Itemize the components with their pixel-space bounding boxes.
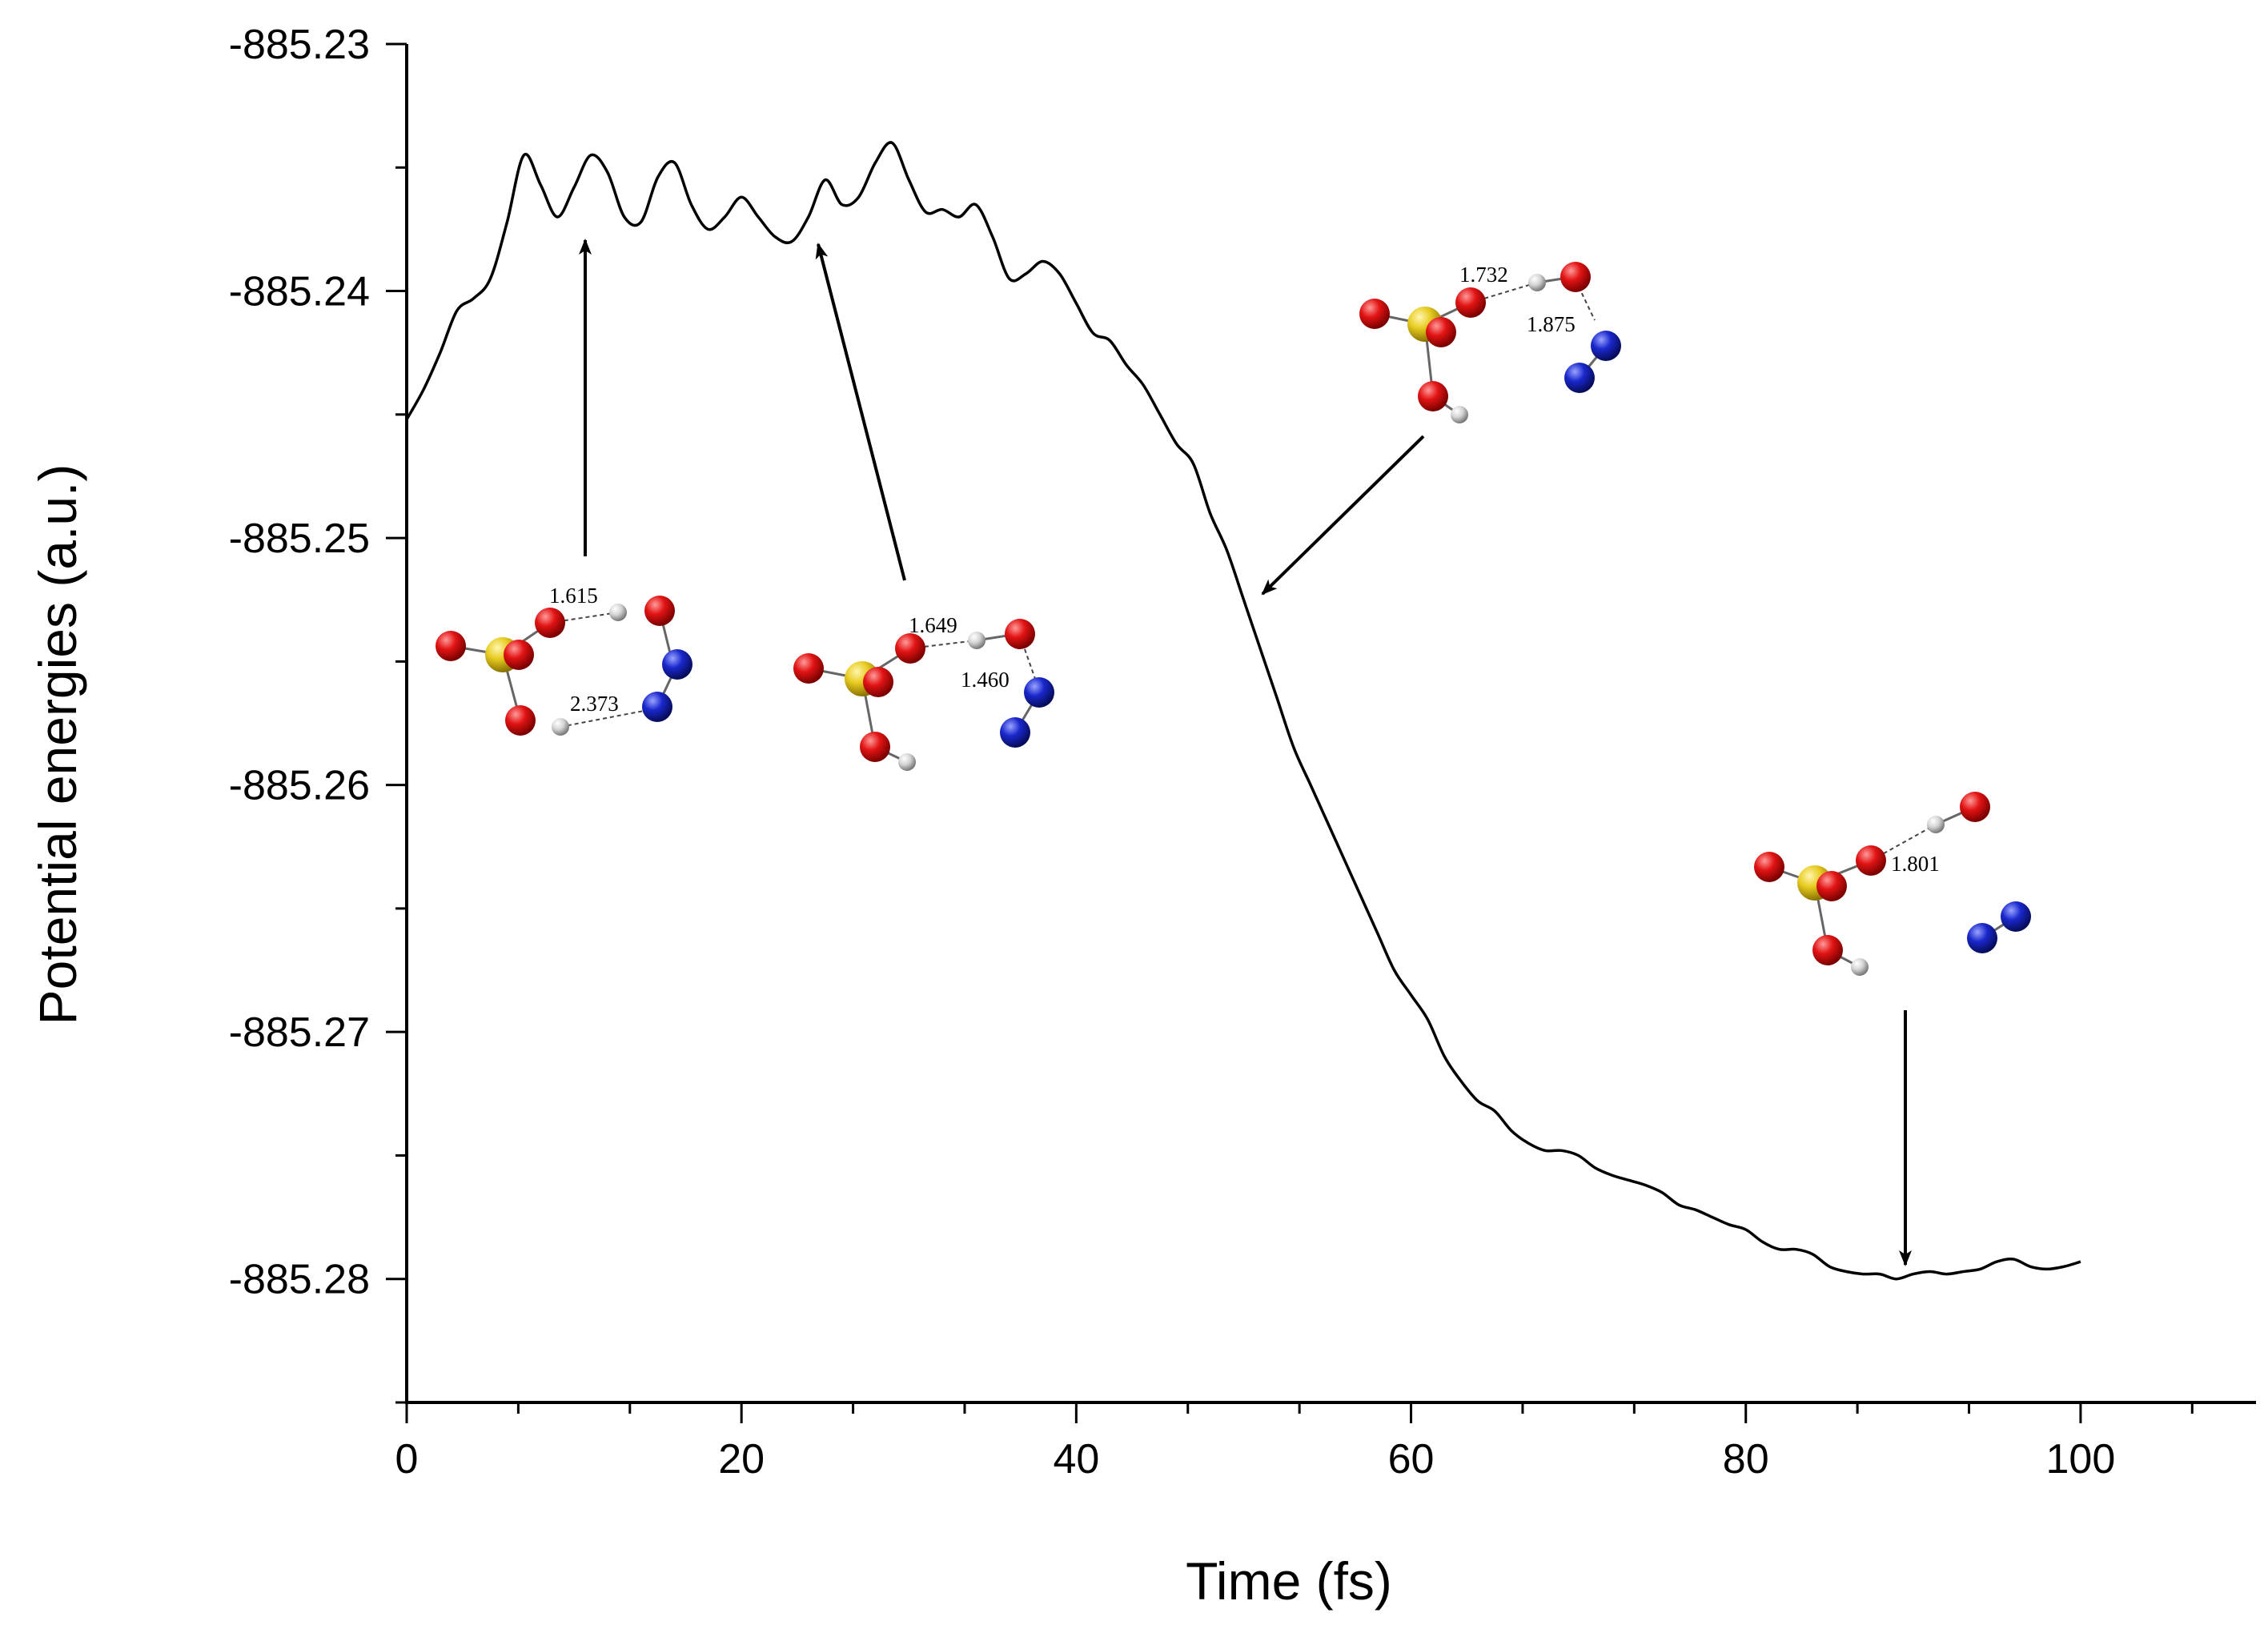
bond-length-label: 1.460 bbox=[961, 668, 1010, 692]
oxygen-atom bbox=[1960, 792, 1990, 822]
bond-length-label: 1.801 bbox=[1891, 852, 1940, 876]
y-tick-label: -885.28 bbox=[229, 1257, 370, 1303]
oxygen-atom bbox=[1856, 845, 1886, 876]
hydrogen-atom bbox=[968, 632, 985, 649]
oxygen-atom bbox=[1005, 619, 1035, 649]
nitrogen-atom bbox=[642, 692, 672, 722]
molecule-structure-4: 1.801 bbox=[1754, 792, 2031, 976]
x-axis-title: Time (fs) bbox=[1186, 1551, 1392, 1611]
x-tick-label: 40 bbox=[1053, 1436, 1099, 1483]
nitrogen-atom bbox=[1024, 677, 1054, 708]
bond-length-label: 1.875 bbox=[1527, 312, 1576, 336]
nitrogen-atom bbox=[2001, 901, 2031, 932]
x-tick-label: 100 bbox=[2046, 1436, 2116, 1483]
hydrogen-atom bbox=[609, 604, 627, 621]
y-tick-label: -885.26 bbox=[229, 763, 370, 809]
hydrogen-atom bbox=[1927, 816, 1945, 833]
series-layer bbox=[405, 141, 2081, 1281]
bond-length-label: 2.373 bbox=[570, 692, 619, 716]
oxygen-atom bbox=[1359, 299, 1390, 329]
x-tick-label: 0 bbox=[395, 1436, 419, 1483]
oxygen-atom bbox=[505, 705, 536, 736]
oxygen-atom bbox=[1816, 871, 1847, 901]
oxygen-atom bbox=[1426, 317, 1456, 347]
nitrogen-atom bbox=[662, 649, 692, 680]
arrow-to-struct-2 bbox=[815, 243, 906, 581]
hydrogen-atom bbox=[552, 718, 569, 736]
oxygen-atom bbox=[644, 596, 675, 626]
molecule-structure-2: 1.649 1.460 bbox=[793, 613, 1054, 771]
x-tick-label: 80 bbox=[1723, 1436, 1769, 1483]
y-tick-label: -885.23 bbox=[229, 22, 370, 68]
hydrogen-atom bbox=[1528, 274, 1546, 291]
axes bbox=[405, 44, 2256, 1404]
oxygen-atom bbox=[1754, 852, 1784, 882]
hydrogen-atom bbox=[898, 753, 916, 771]
oxygen-atom bbox=[863, 667, 893, 697]
hydrogen-atom bbox=[1451, 406, 1468, 423]
oxygen-atom bbox=[1812, 935, 1843, 965]
series-line bbox=[405, 141, 2081, 1281]
y-tick-label: -885.24 bbox=[229, 269, 370, 315]
oxygen-atom bbox=[535, 608, 565, 638]
oxygen-atom bbox=[1455, 287, 1486, 318]
bond-length-label: 1.732 bbox=[1459, 263, 1508, 287]
bond-length-label: 1.615 bbox=[549, 584, 598, 608]
nitrogen-atom bbox=[1591, 331, 1621, 361]
y-tick-label: -885.25 bbox=[229, 516, 370, 562]
x-tick-label: 60 bbox=[1388, 1436, 1435, 1483]
oxygen-atom bbox=[1560, 262, 1591, 292]
oxygen-atom bbox=[436, 631, 466, 661]
annotation-arrows bbox=[579, 239, 1912, 1266]
nitrogen-atom bbox=[1967, 923, 1997, 953]
oxygen-atom bbox=[793, 653, 824, 684]
oxygen-atom bbox=[504, 640, 534, 670]
oxygen-atom bbox=[1418, 381, 1448, 411]
arrow-to-struct-3 bbox=[1261, 435, 1425, 596]
molecule-structure-3: 1.732 1.875 bbox=[1359, 262, 1621, 423]
x-tick-label: 20 bbox=[718, 1436, 765, 1483]
y-axis-title: Potential energies (a.u.) bbox=[28, 464, 87, 1025]
x-ticks: 0 20 40 60 80 100 bbox=[395, 1402, 2194, 1483]
y-ticks: -885.23 -885.24 -885.25 -885.26 -885.27 -885.… bbox=[229, 22, 407, 1404]
nitrogen-atom bbox=[1000, 717, 1030, 748]
nitrogen-atom bbox=[1564, 363, 1595, 393]
oxygen-atom bbox=[895, 633, 925, 664]
bond-length-label: 1.649 bbox=[909, 613, 957, 637]
molecule-structure-1: 1.615 2.373 bbox=[436, 584, 692, 736]
y-tick-label: -885.27 bbox=[229, 1009, 370, 1056]
oxygen-atom bbox=[860, 732, 890, 762]
hydrogen-atom bbox=[1851, 958, 1869, 976]
